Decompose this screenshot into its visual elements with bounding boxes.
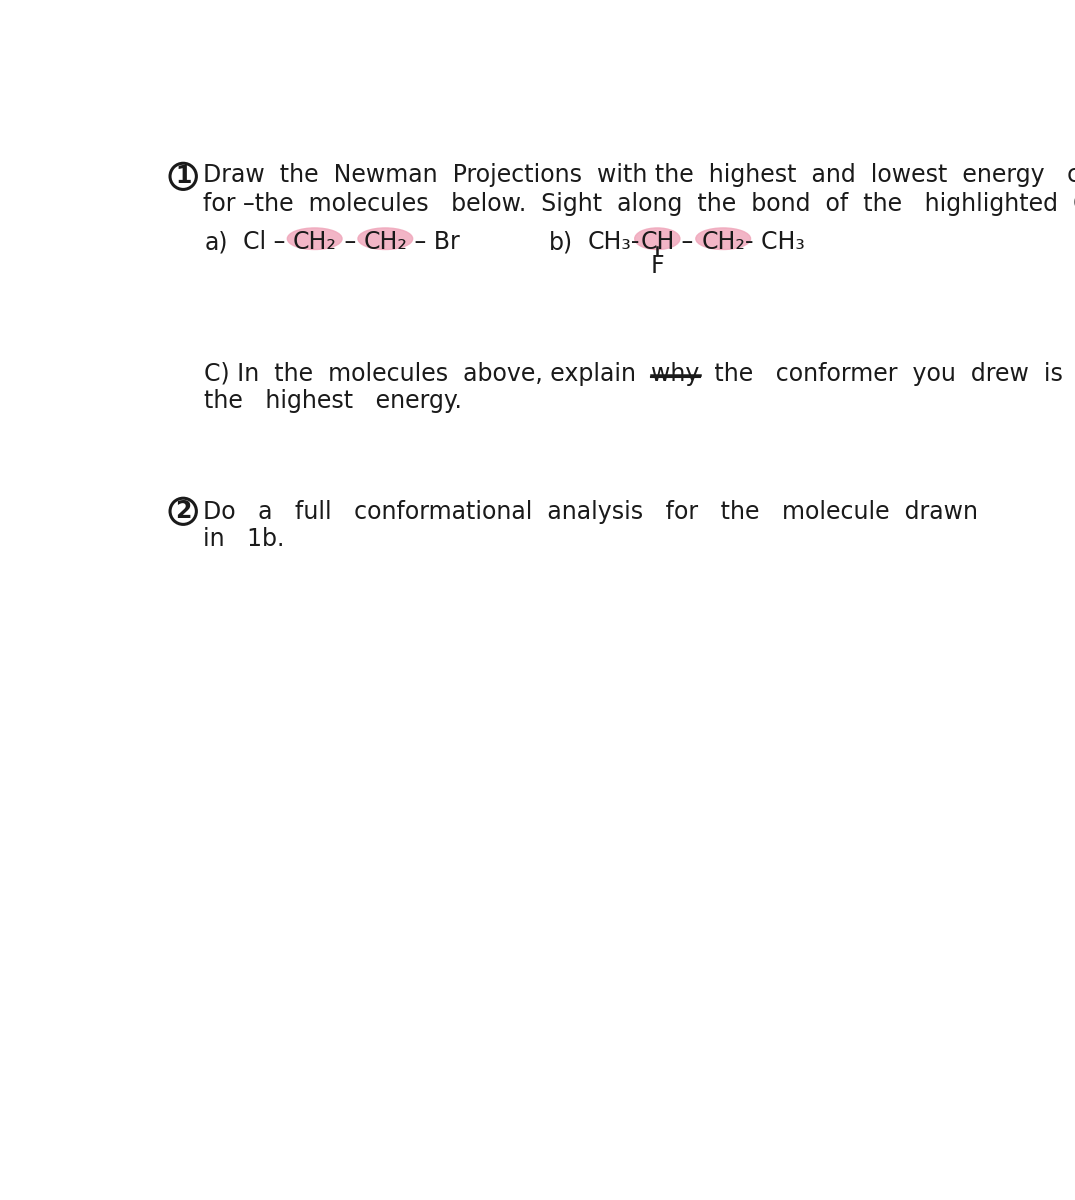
Text: CH₂: CH₂	[292, 230, 336, 254]
Text: CH: CH	[640, 230, 674, 254]
Ellipse shape	[634, 228, 679, 250]
Text: in   1b.: in 1b.	[202, 527, 284, 551]
Ellipse shape	[358, 228, 413, 250]
Text: why: why	[651, 362, 700, 386]
Text: for –the  molecules   below.  Sight  along  the  bond  of  the   highlighted  Ca: for –the molecules below. Sight along th…	[202, 192, 1075, 216]
Text: C) In  the  molecules  above, explain: C) In the molecules above, explain	[204, 362, 651, 386]
Text: Draw  the  Newman  Projections  with the  highest  and  lowest  energy   conform: Draw the Newman Projections with the hig…	[202, 163, 1075, 187]
Text: b): b)	[549, 230, 573, 254]
Text: Cl –: Cl –	[243, 230, 292, 254]
Ellipse shape	[696, 228, 750, 250]
Text: Do   a   full   conformational  analysis   for   the   molecule  drawn: Do a full conformational analysis for th…	[202, 499, 977, 523]
Text: a): a)	[204, 230, 228, 254]
Ellipse shape	[287, 228, 342, 250]
Text: CH₃-: CH₃-	[588, 230, 640, 254]
Text: CH₂: CH₂	[701, 230, 745, 254]
Text: CH₂: CH₂	[363, 230, 407, 254]
Text: - CH₃: - CH₃	[745, 230, 805, 254]
Text: C) In  the  molecules  above, explain  why  the   conformer  you  drew  is: C) In the molecules above, explain why t…	[204, 362, 1063, 386]
Text: –: –	[336, 230, 363, 254]
Text: 2: 2	[175, 499, 191, 523]
Text: the   highest   energy.: the highest energy.	[204, 389, 462, 413]
Text: – Br: – Br	[407, 230, 460, 254]
Text: –: –	[674, 230, 701, 254]
Text: F: F	[650, 254, 664, 278]
Text: 1: 1	[175, 164, 191, 188]
